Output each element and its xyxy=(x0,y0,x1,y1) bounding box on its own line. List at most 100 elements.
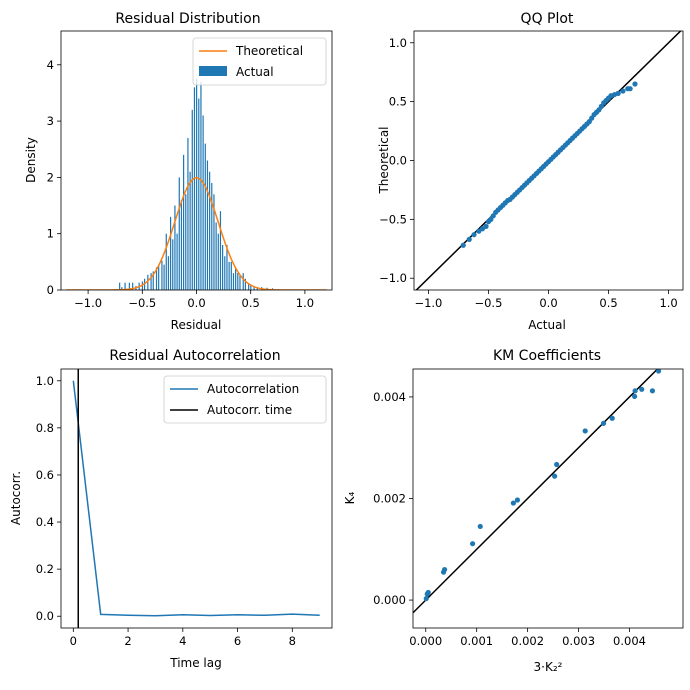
x-tick-label: 0.002 xyxy=(511,634,544,648)
histogram-bar xyxy=(230,261,232,290)
x-tick-label: −1.0 xyxy=(74,296,102,310)
y-tick-label: 1 xyxy=(47,227,54,241)
residual-autocorrelation-panel: Residual Autocorrelation 0 2 4 6 8 0.0 0.2 0.4… xyxy=(9,348,333,670)
y-tick-label: 0 xyxy=(47,283,54,297)
histogram-bar xyxy=(256,287,258,290)
y-tick-label: 3 xyxy=(47,114,54,128)
scatter-point xyxy=(655,369,662,374)
scatter-point xyxy=(471,232,477,238)
x-axis-label: Time lag xyxy=(169,656,222,670)
histogram-bar xyxy=(178,177,180,290)
scatter-point xyxy=(582,428,588,434)
histogram-bar xyxy=(187,137,189,290)
histogram-bar xyxy=(191,109,193,290)
scatter-point xyxy=(423,595,429,602)
histogram-bar xyxy=(167,256,170,290)
y-tick-label: 2 xyxy=(47,170,54,184)
scatter-point xyxy=(441,566,448,573)
scatter-point xyxy=(514,497,521,503)
histogram-bar xyxy=(161,260,163,290)
histogram-bar xyxy=(239,275,241,290)
histogram-bar xyxy=(196,78,198,290)
y-tick-label: 0.000 xyxy=(373,593,406,607)
histogram-bar xyxy=(209,171,211,290)
scatter-point xyxy=(615,90,621,96)
histogram-bar xyxy=(213,194,215,290)
y-tick-label: 0.2 xyxy=(36,562,54,576)
panel-title: QQ Plot xyxy=(521,11,574,27)
histogram-bar xyxy=(132,282,134,290)
plot-marks xyxy=(413,369,662,614)
histogram-bar xyxy=(206,160,209,290)
x-axis-label: Actual xyxy=(528,318,566,332)
x-tick-label: 0.004 xyxy=(613,634,646,648)
histogram-bar xyxy=(150,273,152,290)
scatter-point xyxy=(600,420,607,426)
histogram-bar xyxy=(172,239,174,290)
histogram-bar xyxy=(152,271,154,290)
scatter-point xyxy=(609,415,615,421)
scatter-point xyxy=(632,81,638,87)
y-axis-label: Theoretical xyxy=(377,126,391,194)
reference-line xyxy=(413,369,659,614)
histogram-bar xyxy=(169,216,172,290)
histogram-bar xyxy=(176,233,178,290)
y-tick-label: 0.8 xyxy=(36,421,54,435)
legend: Theoretical Actual xyxy=(192,37,327,86)
histogram-bar xyxy=(248,283,250,290)
histogram-bar xyxy=(222,244,224,290)
histogram-bar xyxy=(244,278,246,290)
scatter-point xyxy=(627,86,633,92)
scatter-point xyxy=(552,473,558,479)
histogram-bar xyxy=(200,81,202,290)
y-tick-label: 0.004 xyxy=(373,390,406,404)
x-tick-label: −0.5 xyxy=(128,296,156,310)
histogram-bar xyxy=(226,244,228,290)
axes-frame xyxy=(412,368,684,629)
plot-marks xyxy=(66,78,327,290)
y-tick-label: 0.0 xyxy=(36,609,54,623)
x-axis-label: 3·K₂² xyxy=(534,660,563,674)
y-ticks: 0.000 0.002 0.004 xyxy=(373,390,413,607)
y-axis-label: Density xyxy=(24,137,38,183)
scatter-point xyxy=(554,461,560,468)
plot-area xyxy=(413,369,662,614)
x-tick-label: 0.5 xyxy=(242,296,260,310)
km-coefficients-panel: KM Coefficients 0.000 0.001 0.002 0.003 0.00… xyxy=(343,348,684,674)
legend-autocorrelation-label: Autocorrelation xyxy=(207,382,299,396)
legend-theoretical-label: Theoretical xyxy=(235,44,303,58)
panel-title: Residual Autocorrelation xyxy=(109,348,280,364)
histogram-bar xyxy=(158,264,160,290)
legend-box xyxy=(163,375,327,424)
x-tick-label: 1.0 xyxy=(296,296,314,310)
histogram-bar xyxy=(219,211,222,290)
x-tick-label: 4 xyxy=(179,634,186,648)
histogram-bar xyxy=(124,282,126,290)
y-ticks: −1.0 −0.5 0.0 0.5 1.0 xyxy=(379,36,414,285)
y-tick-label: 4 xyxy=(47,58,54,72)
scatter-point xyxy=(620,88,626,94)
histogram-bar xyxy=(215,222,217,290)
x-tick-label: 6 xyxy=(234,634,241,648)
x-tick-label: 0.0 xyxy=(539,296,557,310)
y-tick-label: 1.0 xyxy=(36,374,54,388)
histogram-bar xyxy=(163,264,165,290)
x-ticks: 0 2 4 6 8 xyxy=(70,628,296,648)
histogram-bar xyxy=(119,282,121,290)
scatter-point xyxy=(510,500,516,506)
scatter-point xyxy=(470,541,476,547)
scatter-point xyxy=(483,223,489,230)
histogram-bar xyxy=(128,282,131,290)
y-tick-label: −1.0 xyxy=(379,271,407,285)
x-tick-label: 1.0 xyxy=(659,296,677,310)
panel-title: Residual Distribution xyxy=(115,11,260,27)
scatter-point xyxy=(477,523,483,530)
x-tick-label: 2 xyxy=(124,634,131,648)
panel-title: KM Coefficients xyxy=(493,348,601,364)
histogram-bar xyxy=(228,261,230,290)
histogram-bar xyxy=(224,256,226,290)
histogram-bar xyxy=(235,267,237,290)
legend: Autocorrelation Autocorr. time xyxy=(163,375,327,424)
legend-autocorr-time-label: Autocorr. time xyxy=(207,403,292,417)
legend-actual-swatch xyxy=(199,66,227,76)
